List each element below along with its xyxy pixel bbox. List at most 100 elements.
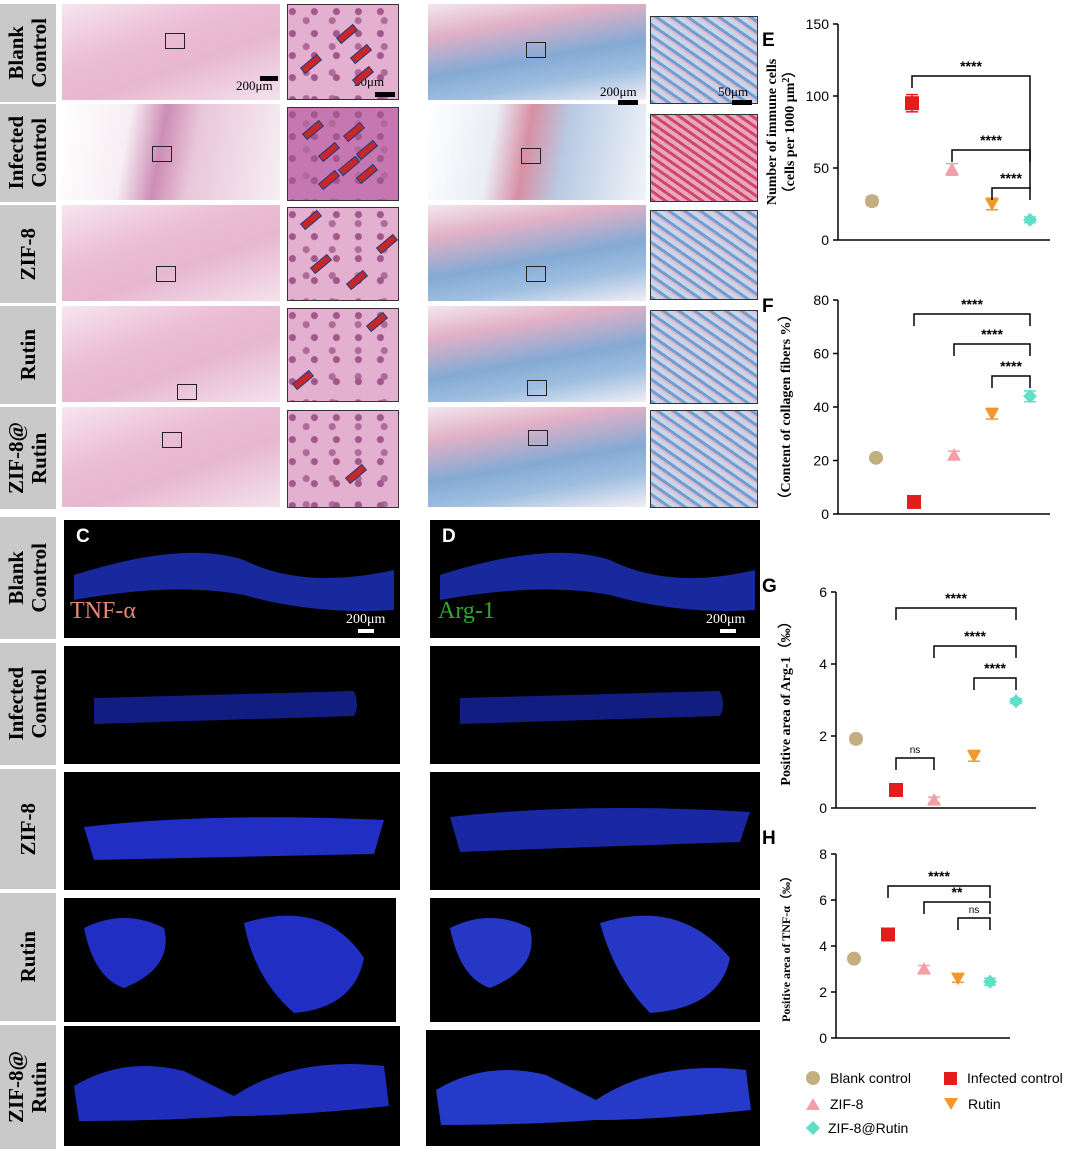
diamond-icon: [805, 1120, 821, 1136]
y-tick-label: 4: [819, 938, 827, 954]
significance-label: ****: [964, 628, 986, 644]
significance-bracket: [957, 917, 991, 930]
data-point: [985, 408, 999, 421]
y-axis-label: Positive area of TNF-α（‰）: [778, 870, 793, 1022]
row-label-text: Infected Control: [4, 667, 51, 741]
row-label-text: ZIF-8@ Rutin: [4, 421, 51, 495]
circle-icon: [806, 1071, 820, 1085]
panel-label-c: C: [76, 526, 90, 547]
panel-label-g: G: [762, 576, 777, 597]
significance-label: ****: [980, 132, 1002, 148]
data-point: [917, 962, 931, 975]
roi-box: [527, 380, 547, 396]
significance-bracket: [953, 343, 1031, 356]
mt-image-zifrutin: [428, 407, 646, 507]
row-label-zif8-bottom: ZIF-8: [0, 769, 56, 889]
row-label-text: ZIF-8: [15, 802, 40, 856]
tissue-shape: [460, 691, 723, 724]
significance-bracket: [913, 313, 1031, 326]
legend-item-zifrutin: ZIF-8@Rutin: [805, 1120, 908, 1136]
data-point: [945, 162, 959, 176]
mt-zoom-infected: [650, 114, 758, 202]
tissue-shape: [440, 552, 755, 611]
legend-label: Infected control: [967, 1070, 1063, 1086]
fluor-arg-zif8: [430, 772, 760, 890]
row-label-blank-top: Blank Control: [0, 4, 56, 102]
tissue-shape: [84, 915, 364, 1013]
data-point: [881, 927, 895, 942]
significance-label: ****: [961, 296, 983, 312]
mt-image-infected: [428, 104, 646, 200]
mt-image-blank: [428, 4, 646, 100]
y-axis-label: Number of immune cells: [765, 58, 780, 205]
triangle-up-icon: [806, 1098, 820, 1110]
roi-box: [152, 146, 172, 162]
y-axis-label-sup: 2: [781, 78, 792, 83]
roi-box: [521, 148, 541, 164]
he-zoom-zifrutin: [287, 410, 399, 508]
mt-image-rutin: [428, 306, 646, 402]
significance-label: ****: [960, 58, 982, 74]
scalebar-c: [358, 629, 374, 633]
roi-box: [162, 432, 182, 448]
roi-box: [177, 384, 197, 400]
tissue-shape: [450, 915, 730, 1013]
data-point: [927, 793, 941, 806]
tissue-shape: [74, 1064, 389, 1121]
significance-bracket: [991, 187, 1031, 200]
y-tick-label: 150: [806, 16, 830, 32]
fluor-tnf-infected: [64, 646, 400, 764]
he-image-blank: [62, 4, 280, 100]
scalebar-d-label: 200μm: [706, 612, 746, 627]
y-tick-label: 60: [813, 346, 829, 362]
scalebar-a-small: [375, 92, 395, 97]
chart-h: 0 2 4 6 8 Positive area of TNF-α（‰） ****** ns: [778, 846, 1010, 1046]
row-label-infected-bottom: Infected Control: [0, 643, 56, 765]
chart-f: 0 20 40 60 80 （Content of collagen fibers %） *…: [778, 292, 1050, 522]
legend-label: ZIF-8: [830, 1096, 864, 1112]
scalebar-b-large: [618, 100, 638, 105]
significance-label: ns: [910, 745, 921, 756]
legend-item-zif8: ZIF-8: [806, 1096, 863, 1112]
fluor-tnf-blank: [64, 520, 400, 638]
he-image-zifrutin: [62, 407, 280, 507]
tissue-shape: [94, 691, 357, 724]
significance-label: ****: [981, 326, 1003, 342]
triangle-down-icon: [944, 1098, 958, 1110]
fluor-tnf-zif8: [64, 772, 400, 890]
data-point: [947, 448, 961, 461]
data-point: [889, 783, 903, 797]
scalebar-b-small-label: 50μm: [718, 84, 749, 99]
fluor-tnf-zifrutin: [64, 1026, 400, 1146]
tissue-shape: [84, 817, 384, 860]
significance-bracket: [933, 645, 1017, 658]
he-image-zif8: [62, 205, 280, 301]
row-label-text: Blank Control: [4, 543, 51, 613]
fluor-arg-rutin: [430, 898, 760, 1022]
significance-label: ns: [969, 905, 980, 916]
significance-bracket: [973, 677, 1017, 690]
scalebar-c-label: 200μm: [346, 612, 386, 627]
mt-zoom-zifrutin: [650, 410, 758, 508]
legend-item-blank: Blank control: [806, 1070, 911, 1086]
roi-box: [165, 33, 185, 49]
y-tick-label: 50: [813, 160, 829, 176]
row-label-rutin-top: Rutin: [0, 306, 56, 404]
row-label-infected-top: Infected Control: [0, 104, 56, 202]
significance-bracket: [895, 607, 1017, 620]
roi-box: [526, 266, 546, 282]
data-point: [967, 750, 981, 763]
scalebar-a-large: [260, 76, 278, 81]
significance-label: ****: [1000, 170, 1022, 186]
y-tick-label: 0: [821, 232, 829, 248]
y-axis-label-part: （cells per 1000 μm: [782, 82, 798, 200]
row-label-text: Rutin: [15, 931, 40, 983]
fluor-tnf-rutin: [64, 898, 396, 1022]
panel-label-f: F: [762, 296, 774, 317]
data-point: [869, 450, 883, 465]
y-tick-label: 6: [819, 892, 827, 908]
fluor-arg-infected: [430, 646, 760, 764]
significance-label: ****: [945, 590, 967, 606]
y-tick-label: 80: [813, 292, 829, 308]
he-image-rutin: [62, 306, 280, 402]
